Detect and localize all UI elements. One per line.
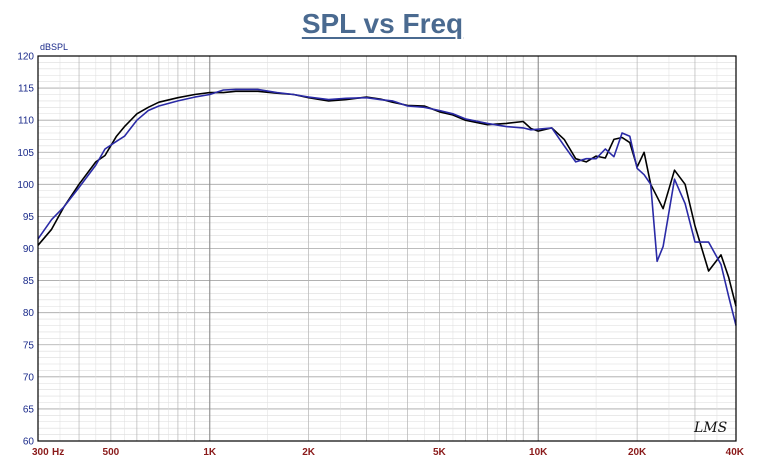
x-tick-label: 1K [203,447,217,458]
y-tick-label: 70 [23,372,35,383]
x-tick-labels: 300 500 1K 2K 5K 10K 20K 40K [32,447,745,458]
chart-title: SPL vs Freq [301,8,464,39]
y-axis-label: dBSPL [40,42,68,52]
y-tick-label: 95 [23,212,35,223]
y-tick-label: 120 [17,52,34,63]
y-tick-labels: 60 65 70 75 80 85 90 95 100 105 110 115 120 [17,52,34,448]
x-tick-label: 40K [726,447,745,458]
lms-watermark: LMS [693,420,727,436]
x-tick-label: 300 [32,447,49,458]
x-tick-label: 5K [433,447,447,458]
grid-lines [37,55,737,442]
series-line-1 [37,90,737,307]
plot-border [37,55,737,442]
x-tick-label: 20K [628,447,647,458]
series-group [37,88,737,326]
y-tick-label: 115 [18,84,34,95]
y-tick-label: 110 [18,116,34,127]
y-tick-label: 90 [23,244,35,255]
y-tick-label: 100 [17,180,34,191]
x-axis-unit: Hz [52,447,64,458]
y-tick-label: 75 [23,340,35,351]
y-tick-label: 65 [23,404,35,415]
series-line-2 [37,88,737,326]
x-tick-label: 500 [103,447,120,458]
y-tick-label: 80 [23,308,35,319]
x-tick-label: 2K [302,447,316,458]
x-tick-label: 10K [529,447,548,458]
y-tick-label: 85 [23,276,35,287]
y-tick-label: 105 [17,148,34,159]
y-tick-label: 60 [23,437,35,448]
